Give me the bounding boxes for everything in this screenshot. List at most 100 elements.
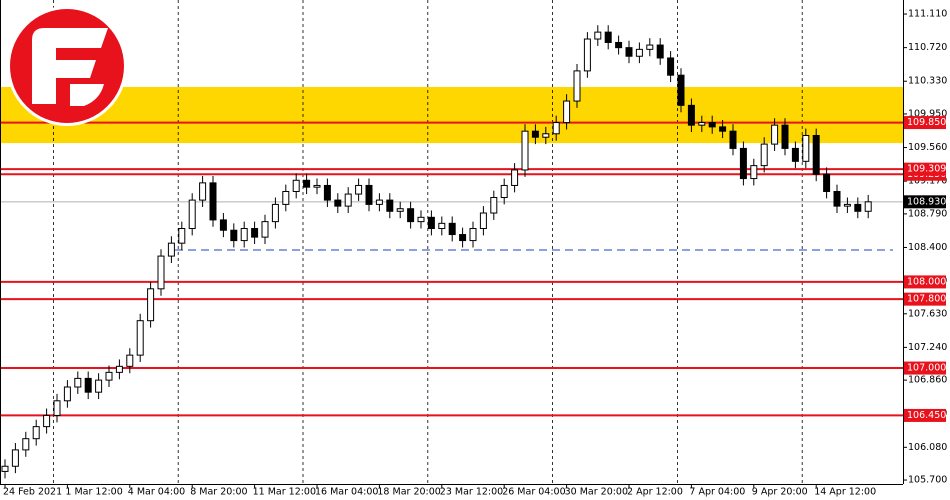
candle-body — [178, 228, 186, 244]
x-tick-label: 9 Apr 20:00 — [752, 487, 808, 498]
level-label-box — [904, 162, 946, 176]
x-tick-label: 7 Apr 04:00 — [689, 487, 745, 498]
level-label-box — [904, 116, 946, 130]
x-tick-label: 26 Mar 04:00 — [502, 487, 565, 498]
candle-body — [739, 147, 747, 180]
level-label-box — [904, 408, 946, 422]
resistance-zone — [0, 86, 903, 144]
candle-body — [188, 199, 196, 230]
candle-body — [313, 184, 321, 188]
y-tick-label: 111.110 — [908, 9, 947, 20]
candle-body — [53, 400, 61, 416]
candle-body — [646, 44, 654, 50]
y-tick-label: 107.630 — [908, 308, 947, 319]
candle-body — [261, 221, 269, 238]
candle-body — [427, 216, 435, 230]
candle-body — [219, 219, 227, 231]
level-label: 107.000 — [907, 363, 946, 374]
price-label-box — [904, 195, 946, 209]
candle-body — [791, 147, 799, 162]
candle-body — [115, 365, 123, 373]
candle-body — [719, 126, 727, 132]
level-label-box — [904, 292, 946, 306]
candle-body — [812, 134, 820, 175]
level-label-box — [904, 361, 946, 375]
candle-body — [750, 165, 758, 180]
x-tick-label: 1 Mar 12:00 — [65, 487, 122, 498]
candle-body — [396, 208, 404, 212]
x-tick-label: 24 Feb 2021 — [3, 487, 62, 498]
x-tick-label: 23 Mar 12:00 — [440, 487, 503, 498]
candles-layer — [1, 25, 872, 479]
x-tick-label: 16 Mar 04:00 — [315, 487, 378, 498]
price-label: 108.930 — [907, 196, 946, 207]
level-label: 108.000 — [907, 276, 946, 287]
candle-body — [84, 377, 92, 393]
y-tick-label: 105.700 — [908, 475, 947, 486]
candle-body — [708, 122, 716, 128]
candle-body — [417, 216, 425, 223]
candle-body — [375, 199, 383, 205]
candle-body — [303, 179, 311, 188]
candle-body — [781, 124, 789, 149]
zone-layer — [0, 86, 903, 144]
y-tick-label: 109.560 — [908, 142, 947, 153]
candle-body — [1, 465, 9, 472]
candle-body — [22, 438, 30, 451]
y-tick-label: 109.170 — [908, 176, 947, 187]
candle-body — [469, 228, 477, 242]
candle-body — [500, 184, 508, 199]
candle-body — [292, 179, 300, 192]
candle-body — [407, 208, 415, 223]
candle-body — [833, 190, 841, 207]
candle-body — [583, 38, 591, 72]
candle-body — [479, 212, 487, 230]
candle-body — [511, 169, 519, 186]
candle-body — [854, 203, 862, 212]
candle-body — [604, 31, 612, 43]
candle-body — [490, 197, 498, 214]
candle-body — [251, 228, 259, 238]
candle-body — [323, 184, 331, 201]
y-tick-label: 108.400 — [908, 242, 947, 253]
candle-body — [32, 426, 40, 440]
candle-body — [95, 379, 103, 393]
candle-body — [167, 242, 175, 257]
y-tick-label: 110.330 — [908, 76, 947, 87]
candle-body — [843, 203, 851, 207]
candle-body — [573, 70, 581, 102]
candle-body — [448, 222, 456, 236]
candle-body — [136, 320, 144, 356]
candle-body — [635, 48, 643, 57]
candle-body — [760, 143, 768, 167]
x-tick-label: 30 Mar 20:00 — [565, 487, 628, 498]
candle-body — [729, 130, 737, 149]
level-label: 109.850 — [907, 117, 946, 128]
x-tick-label: 18 Mar 20:00 — [377, 487, 440, 498]
candle-body — [615, 41, 623, 49]
candle-body — [147, 288, 155, 322]
candle-body — [282, 190, 290, 205]
candle-body — [230, 229, 238, 242]
y-tick-label: 108.790 — [908, 208, 947, 219]
level-label-box — [904, 275, 946, 289]
level-label: 107.800 — [907, 294, 946, 305]
candle-body — [563, 100, 571, 124]
candle-body — [667, 57, 675, 76]
candle-body — [542, 133, 550, 138]
x-tick-label: 4 Mar 04:00 — [128, 487, 185, 498]
candle-body — [199, 182, 207, 201]
candle-body — [802, 134, 810, 162]
candle-body — [459, 234, 467, 242]
candle-body — [864, 201, 872, 212]
y-tick-label: 106.080 — [908, 442, 947, 453]
candle-body — [355, 184, 363, 195]
candle-body — [698, 122, 706, 126]
candle-body — [271, 203, 279, 223]
y-tick-label: 109.950 — [908, 108, 947, 119]
candle-body — [209, 182, 217, 221]
y-tick-label: 110.720 — [908, 42, 947, 53]
candle-body — [365, 184, 373, 205]
y-tick-label: 106.860 — [908, 375, 947, 386]
